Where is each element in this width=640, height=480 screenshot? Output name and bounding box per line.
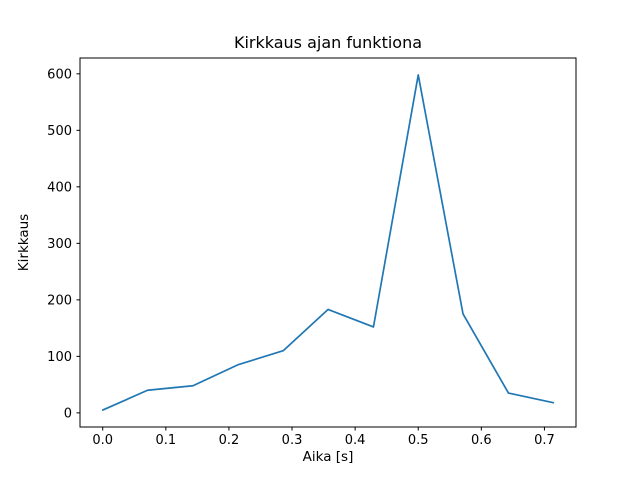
y-tick-label: 100 <box>47 350 72 365</box>
y-tick-label: 400 <box>47 180 72 195</box>
x-tick-label: 0.7 <box>534 433 555 448</box>
x-tick-label: 0.2 <box>219 433 240 448</box>
y-tick-label: 0 <box>64 406 72 421</box>
axes-spines <box>79 57 577 428</box>
chart-title: Kirkkaus ajan funktiona <box>234 33 422 52</box>
y-tick-label: 500 <box>47 124 72 139</box>
x-tick-label: 0.3 <box>282 433 303 448</box>
y-tick-label: 300 <box>47 237 72 252</box>
x-tick-label: 0.4 <box>345 433 366 448</box>
y-tick-label: 200 <box>47 293 72 308</box>
x-tick-label: 0.0 <box>92 433 113 448</box>
data-line <box>101 74 555 411</box>
x-tick-label: 0.6 <box>471 433 492 448</box>
y-tick-label: 600 <box>47 67 72 82</box>
x-tick-label: 0.5 <box>408 433 429 448</box>
x-tick-label: 0.1 <box>155 433 176 448</box>
x-axis-label: Aika [s] <box>303 449 354 465</box>
y-axis-label: Kirkkaus <box>16 214 32 271</box>
